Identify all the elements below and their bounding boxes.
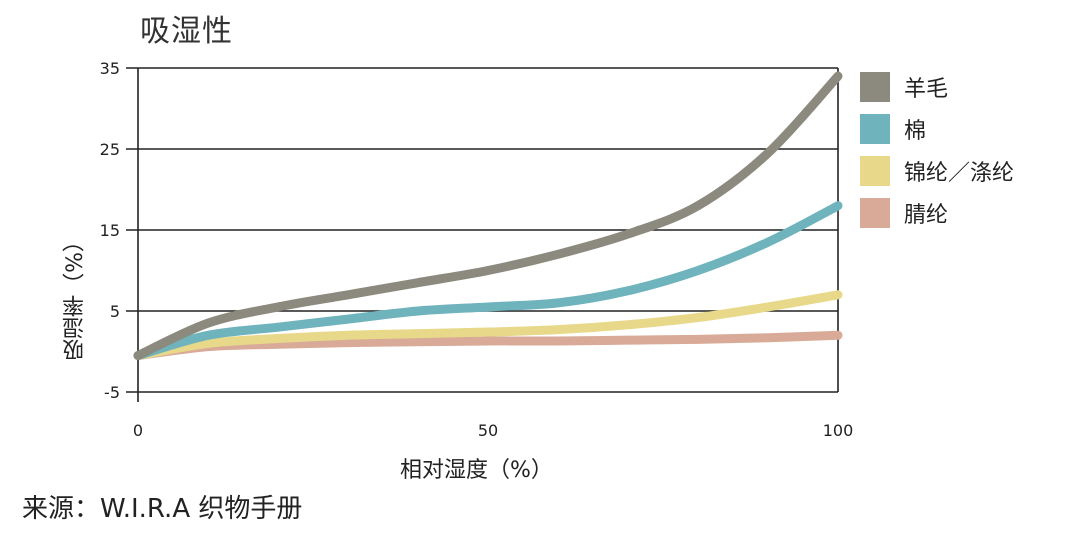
legend-label: 棉 — [904, 119, 927, 144]
series-lines — [133, 71, 843, 361]
y-tick-label: 5 — [110, 302, 120, 321]
y-tick-label: 15 — [100, 221, 120, 240]
chart-title: 吸湿性 — [140, 14, 233, 49]
x-tick-label: 100 — [823, 421, 854, 440]
legend-label: 羊毛 — [904, 77, 949, 102]
legend-swatch — [860, 156, 890, 186]
axes — [137, 68, 839, 402]
series-line-2 — [133, 201, 843, 361]
x-tick-label: 50 — [478, 421, 498, 440]
tick-labels: 35 25 15 5 -5 0 50 100 — [100, 59, 854, 440]
legend-item: 棉 — [860, 108, 1014, 150]
legend-item: 羊毛 — [860, 66, 1014, 108]
legend: 羊毛棉锦纶／涤纶腈纶 — [860, 66, 1014, 234]
legend-swatch — [860, 114, 890, 144]
series-line-4 — [133, 330, 843, 361]
legend-swatch — [860, 198, 890, 228]
legend-swatch — [860, 72, 890, 102]
series-line-3 — [133, 290, 843, 361]
x-axis-label: 相对湿度（%） — [400, 458, 553, 483]
legend-item: 腈纶 — [860, 192, 1014, 234]
legend-item: 锦纶／涤纶 — [860, 150, 1014, 192]
legend-label: 锦纶／涤纶 — [904, 161, 1015, 186]
y-tick-label: 35 — [100, 59, 120, 78]
y-axis-label: 吸湿率（%） — [63, 230, 88, 361]
y-tick-label: 25 — [100, 140, 120, 159]
source-caption: 来源：W.I.R.A 织物手册 — [22, 494, 303, 524]
y-tick-label: -5 — [104, 383, 120, 402]
series-line-1 — [133, 71, 843, 361]
x-tick-label: 0 — [133, 421, 143, 440]
legend-label: 腈纶 — [904, 203, 949, 228]
